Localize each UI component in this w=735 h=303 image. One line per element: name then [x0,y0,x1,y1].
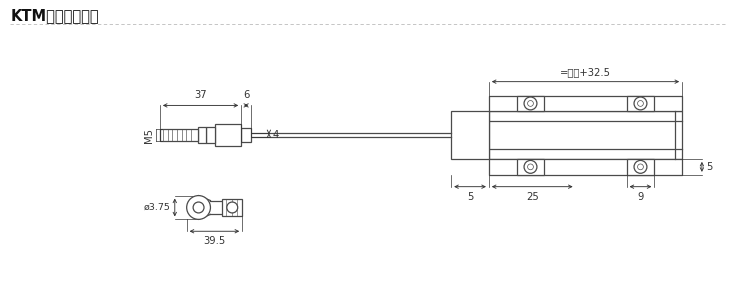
Text: 25: 25 [526,191,539,201]
Text: 37: 37 [194,91,207,101]
Circle shape [187,196,210,219]
Text: =型号+32.5: =型号+32.5 [560,67,611,77]
Bar [223,198,242,216]
Circle shape [637,101,643,106]
Bar [160,129,198,141]
Circle shape [227,202,237,213]
Circle shape [528,101,534,106]
Bar [241,128,251,142]
Text: 5: 5 [467,191,473,201]
Circle shape [524,160,537,173]
Circle shape [193,202,204,213]
Bar [517,95,545,112]
Bar [627,95,654,112]
Bar [215,124,241,146]
Text: KTM安装尺寸图：: KTM安装尺寸图： [10,8,99,23]
Circle shape [528,164,534,170]
Text: M5: M5 [144,128,154,143]
Text: 9: 9 [637,191,644,201]
Circle shape [524,97,537,110]
Bar [517,159,545,175]
Text: 6: 6 [243,91,249,101]
Text: 5: 5 [706,162,712,172]
Bar [451,112,489,159]
Bar [627,159,654,175]
Circle shape [634,97,647,110]
Circle shape [637,164,643,170]
Text: 39.5: 39.5 [204,236,226,246]
Text: 4: 4 [273,130,279,140]
Text: ø3.75: ø3.75 [144,203,171,212]
Bar [198,127,207,143]
Bar [489,159,682,175]
Bar [489,112,682,159]
Bar [489,95,682,112]
Bar [207,127,215,143]
Circle shape [634,160,647,173]
